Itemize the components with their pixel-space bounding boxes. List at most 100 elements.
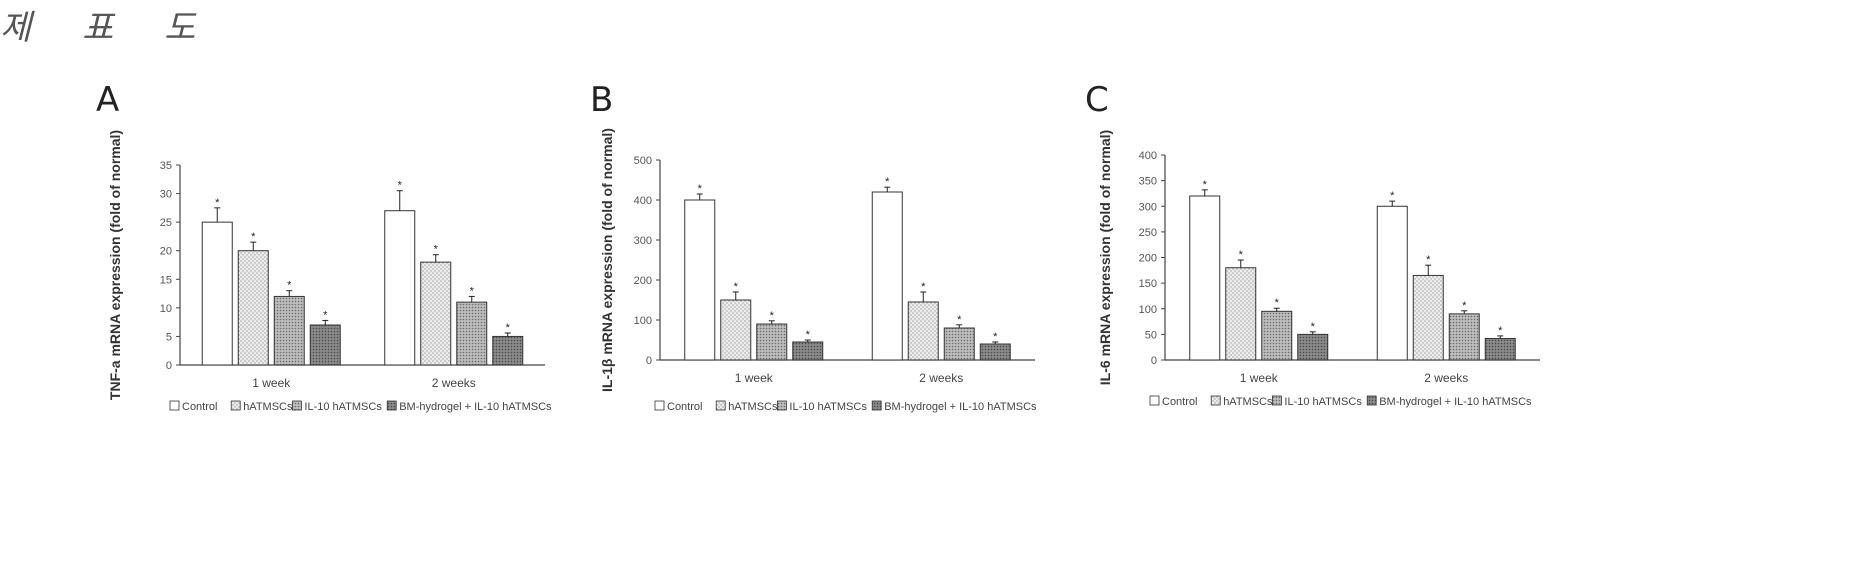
significance-star: * [1462, 300, 1467, 312]
x-category-label: 1 week [1240, 371, 1279, 385]
legend-entry: IL-10 hATMSCs [789, 401, 867, 413]
y-tick-label: 400 [1139, 150, 1157, 162]
x-category-label: 1 week [735, 371, 774, 385]
bar-c-g1-s1 [1413, 275, 1443, 360]
y-tick-label: 150 [1139, 278, 1157, 290]
legend-entry: hATMSCs [243, 401, 293, 413]
legend-swatch [231, 401, 240, 410]
y-tick-label: 0 [166, 360, 172, 372]
y-tick-label: 0 [646, 355, 652, 367]
bar-c-g0-s3 [1298, 334, 1328, 360]
y-tick-label: 30 [160, 189, 172, 201]
y-tick-label: 20 [160, 246, 172, 258]
significance-star: * [1390, 190, 1395, 202]
significance-star: * [957, 314, 962, 326]
legend-entry: Control [1162, 396, 1197, 408]
x-category-label: 2 weeks [432, 376, 476, 390]
legend-swatch [1150, 396, 1159, 405]
y-axis-label: IL-1β mRNA expression (fold of normal) [599, 128, 615, 392]
bar-b-g0-s0 [685, 200, 715, 360]
significance-star: * [1275, 297, 1280, 309]
legend-entry: IL-10 hATMSCs [304, 401, 382, 413]
bar-c-g0-s2 [1262, 311, 1292, 360]
significance-star: * [1426, 254, 1431, 266]
significance-star: * [323, 309, 328, 321]
legend-swatch [1272, 396, 1281, 405]
y-axis-label: IL-6 mRNA expression (fold of normal) [1097, 130, 1113, 385]
significance-star: * [734, 281, 739, 293]
legend-entry: Control [667, 401, 702, 413]
y-tick-label: 35 [160, 160, 172, 172]
y-tick-label: 400 [634, 195, 652, 207]
bar-c-g0-s0 [1190, 196, 1220, 360]
significance-star: * [1311, 321, 1316, 333]
significance-star: * [993, 331, 998, 343]
y-tick-label: 250 [1139, 227, 1157, 239]
chart-c: 0 50 100 150 200 250 300 350 400 IL-6 mRNA expres… [1097, 130, 1540, 408]
bar-a-g1-s3 [493, 336, 523, 365]
bar-a-g0-s3 [310, 325, 340, 365]
x-category-label: 2 weeks [1424, 371, 1468, 385]
x-category-label: 2 weeks [919, 371, 963, 385]
significance-star: * [885, 176, 890, 188]
y-tick-label: 300 [1139, 201, 1157, 213]
y-tick-label: 200 [634, 275, 652, 287]
y-tick-label: 300 [634, 235, 652, 247]
legend-entry: hATMSCs [1223, 396, 1273, 408]
significance-star: * [251, 231, 256, 243]
y-axis-label: TNF-a mRNA expression (fold of normal) [107, 130, 123, 400]
legend-swatch [777, 401, 786, 410]
y-tick-label: 0 [1151, 355, 1157, 367]
bar-b-g1-s1 [908, 302, 938, 360]
significance-star: * [806, 329, 811, 341]
significance-star: * [287, 280, 292, 292]
significance-star: * [770, 310, 775, 322]
y-tick-label: 100 [634, 315, 652, 327]
bar-b-g1-s2 [944, 328, 974, 360]
significance-star: * [1498, 325, 1503, 337]
y-tick-label: 25 [160, 217, 172, 229]
bar-a-g0-s2 [274, 296, 304, 365]
y-tick-label: 500 [634, 155, 652, 167]
legend-entry: IL-10 hATMSCs [1284, 396, 1362, 408]
y-tick-label: 100 [1139, 304, 1157, 316]
legend-entry: hATMSCs [728, 401, 778, 413]
legend-entry: BM-hydrogel + IL-10 hATMSCs [1379, 396, 1532, 408]
chart-a: 0 5 10 15 20 25 30 35 TNF-a mRNA expression (fol… [107, 130, 552, 413]
bar-a-g0-s1 [238, 251, 268, 365]
bar-b-g1-s0 [872, 192, 902, 360]
legend-entry: Control [182, 401, 217, 413]
bar-b-g0-s2 [757, 324, 787, 360]
significance-star: * [506, 322, 511, 334]
legend-swatch [1211, 396, 1220, 405]
bar-b-g0-s3 [793, 342, 823, 360]
chart-b: 0 100 200 300 400 500 IL-1β mRNA expression (f… [599, 128, 1037, 413]
significance-star: * [434, 244, 439, 256]
legend-swatch [655, 401, 664, 410]
bar-a-g1-s1 [421, 262, 451, 365]
bar-b-g1-s3 [980, 344, 1010, 360]
y-tick-label: 200 [1139, 253, 1157, 265]
bar-c-g1-s0 [1377, 206, 1407, 360]
bar-a-g1-s0 [385, 211, 415, 365]
significance-star: * [698, 183, 703, 195]
y-tick-label: 10 [160, 303, 172, 315]
significance-star: * [1203, 179, 1208, 191]
bar-a-g0-s0 [202, 222, 232, 365]
bar-b-g0-s1 [721, 300, 751, 360]
x-category-label: 1 week [252, 376, 291, 390]
significance-star: * [398, 180, 403, 192]
significance-star: * [1239, 249, 1244, 261]
significance-star: * [470, 285, 475, 297]
y-tick-label: 15 [160, 274, 172, 286]
legend-entry: BM-hydrogel + IL-10 hATMSCs [399, 401, 552, 413]
legend-entry: BM-hydrogel + IL-10 hATMSCs [884, 401, 1037, 413]
bar-a-g1-s2 [457, 302, 487, 365]
bar-c-g0-s1 [1226, 268, 1256, 360]
legend-swatch [872, 401, 881, 410]
y-tick-label: 5 [166, 331, 172, 343]
y-tick-label: 350 [1139, 176, 1157, 188]
legend-swatch [1367, 396, 1376, 405]
y-tick-label: 50 [1145, 329, 1157, 341]
